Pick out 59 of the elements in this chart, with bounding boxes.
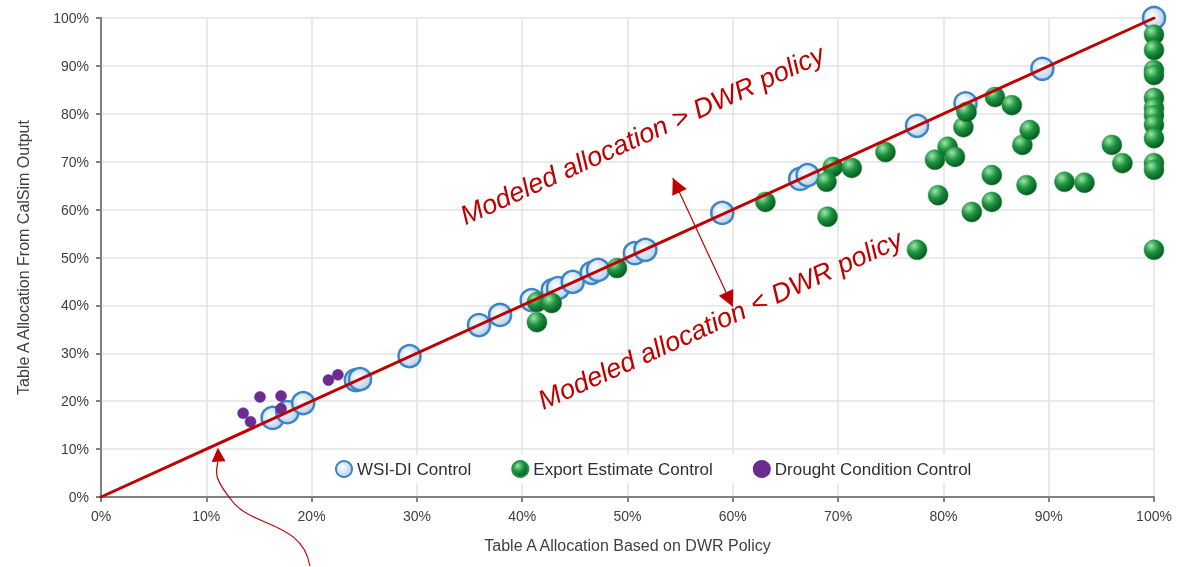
y-tick-label: 70%	[60, 153, 89, 170]
x-tick-label: 0%	[90, 508, 112, 524]
y-tick-label: 10%	[60, 441, 89, 458]
y-tick-label: 40%	[60, 297, 89, 314]
point	[1001, 94, 1023, 116]
point	[924, 149, 946, 171]
y-tick-label: 80%	[60, 105, 89, 122]
x-tick-label: 70%	[824, 508, 853, 524]
legend-label: Drought Condition Control	[774, 459, 972, 479]
y-tick-label: 100%	[53, 10, 89, 26]
point	[322, 374, 335, 386]
point	[1074, 172, 1095, 194]
point	[1143, 239, 1165, 261]
point	[1143, 127, 1165, 149]
point	[541, 292, 562, 314]
x-tick-label: 80%	[929, 508, 958, 524]
point	[1143, 64, 1165, 86]
point	[875, 141, 896, 163]
point	[526, 311, 548, 333]
point	[244, 416, 257, 428]
legend-label: WSI-DI Control	[357, 459, 472, 479]
x-tick-label: 20%	[297, 508, 326, 524]
point	[1019, 119, 1040, 141]
point	[332, 369, 344, 381]
point	[944, 146, 966, 168]
point	[981, 191, 1003, 213]
x-tick-label: 10%	[192, 508, 221, 524]
x-tick-label: 90%	[1034, 508, 1063, 524]
point	[841, 157, 863, 179]
x-tick-label: 30%	[402, 508, 431, 524]
point	[927, 184, 949, 206]
y-axis-title: Table A Allocation From CalSim Output	[14, 119, 32, 395]
x-tick-label: 60%	[718, 508, 747, 524]
point	[981, 164, 1003, 186]
y-tick-label: 30%	[60, 345, 89, 362]
point	[816, 171, 837, 193]
y-tick-label: 60%	[60, 201, 89, 218]
point	[254, 391, 266, 403]
point	[1143, 39, 1165, 61]
x-axis-title: Table A Allocation Based on DWR Policy	[484, 536, 771, 554]
point	[237, 407, 249, 419]
y-tick-label: 50%	[60, 249, 89, 266]
point	[1143, 159, 1165, 181]
x-tick-label: 50%	[613, 508, 642, 524]
point	[275, 390, 287, 402]
y-tick-label: 90%	[60, 57, 89, 74]
point	[906, 239, 928, 261]
point	[1101, 134, 1123, 156]
x-tick-label: 100%	[1136, 508, 1172, 524]
legend-label: Export Estimate Control	[533, 459, 713, 479]
point	[275, 403, 287, 415]
y-tick-label: 0%	[68, 489, 89, 505]
point	[1112, 152, 1133, 174]
y-tick-label: 20%	[60, 393, 89, 410]
point	[817, 206, 838, 228]
point	[1054, 171, 1075, 193]
point	[1016, 174, 1037, 196]
x-tick-label: 40%	[508, 508, 537, 524]
point	[961, 201, 983, 223]
